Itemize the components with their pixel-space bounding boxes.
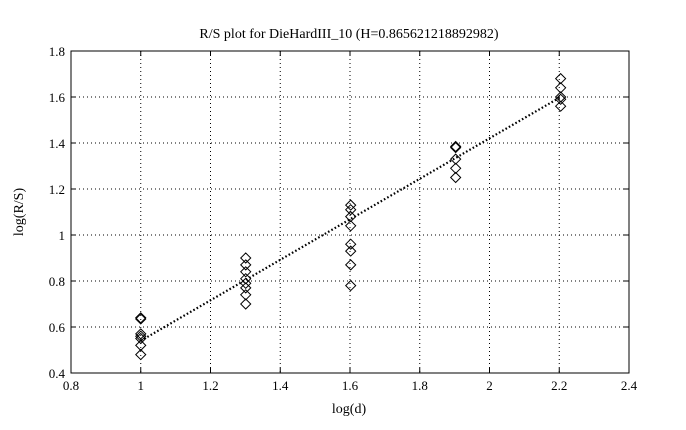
data-point-diamond <box>554 93 567 106</box>
y-tick-label: 0.4 <box>49 366 66 381</box>
data-point-diamond <box>449 141 462 154</box>
y-tick-label: 1 <box>59 228 66 243</box>
x-tick-label: 1.8 <box>412 378 428 393</box>
data-point-diamond <box>344 245 357 257</box>
data-point-diamond <box>344 210 357 223</box>
x-tick-label: 2.2 <box>551 378 567 393</box>
x-tick-label: 1.4 <box>272 378 289 393</box>
data-point-diamond <box>135 313 147 325</box>
data-point-diamond <box>135 330 147 342</box>
y-tick-label: 0.8 <box>49 274 65 289</box>
y-tick-label: 0.6 <box>49 320 66 335</box>
y-tick-labels: 0.4 0.6 0.8 1 1.2 1.4 1.6 1.8 <box>49 44 66 381</box>
data-point-diamond <box>135 332 147 345</box>
data-point-diamond <box>344 238 357 250</box>
data-point-diamond <box>240 277 252 290</box>
x-tick-label: 2.4 <box>621 378 638 393</box>
data-point-diamond <box>240 282 252 294</box>
data-point-diamond <box>240 252 252 264</box>
data-points <box>135 72 567 361</box>
chart-title: R/S plot for DieHardIII_10 (H=0.86562121… <box>199 27 498 42</box>
y-tick-label: 1.4 <box>49 136 66 151</box>
data-point-diamond <box>240 272 252 285</box>
data-point-diamond <box>554 72 567 85</box>
y-tick-label: 1.2 <box>49 182 65 197</box>
axis-ticks <box>70 50 630 374</box>
x-tick-label: 0.8 <box>63 378 79 393</box>
x-tick-label: 1.2 <box>202 378 218 393</box>
data-point-diamond <box>240 298 252 310</box>
y-tick-label: 1.6 <box>49 90 66 105</box>
data-point-diamond <box>449 140 462 153</box>
data-point-diamond <box>240 259 252 271</box>
data-point-diamond <box>344 259 357 271</box>
y-tick-label: 1.8 <box>49 44 65 59</box>
data-point-diamond <box>135 348 147 361</box>
x-tick-labels: 0.8 1 1.2 1.4 1.6 1.8 2 2.2 2.4 <box>63 378 638 393</box>
data-point-diamond <box>449 171 462 184</box>
data-point-diamond <box>135 339 147 352</box>
data-point-diamond <box>449 162 462 175</box>
data-point-diamond <box>554 100 567 112</box>
x-axis-label: log(d) <box>332 402 367 417</box>
data-point-diamond <box>240 289 252 301</box>
data-point-diamond <box>240 266 252 278</box>
data-point-diamond <box>554 91 567 103</box>
data-point-diamond <box>344 220 357 232</box>
data-point-diamond <box>449 153 462 165</box>
data-point-diamond <box>344 279 357 292</box>
fit-line <box>140 96 562 342</box>
data-point-diamond <box>135 328 147 340</box>
x-tick-label: 2 <box>486 378 493 393</box>
y-axis-label: log(R/S) <box>12 188 27 237</box>
data-point-diamond <box>554 82 567 94</box>
x-tick-label: 1.6 <box>342 378 359 393</box>
data-point-diamond <box>135 312 147 324</box>
data-point-diamond <box>344 199 357 211</box>
data-point-diamond <box>344 203 357 216</box>
x-tick-label: 1 <box>138 378 145 393</box>
